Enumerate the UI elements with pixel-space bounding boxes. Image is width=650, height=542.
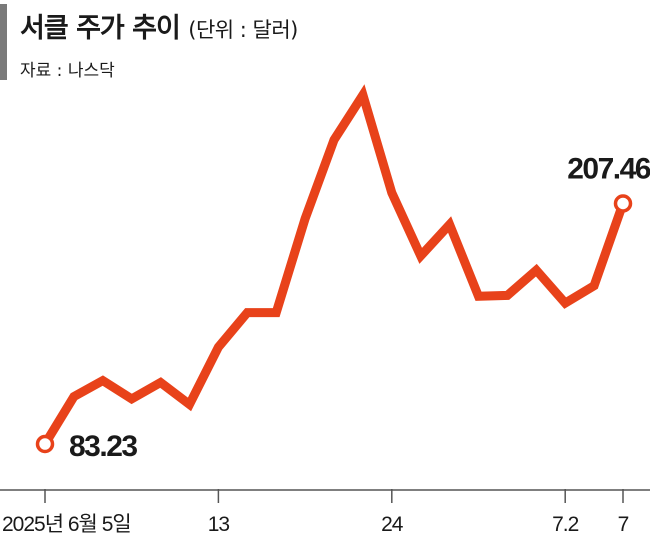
x-tick-label: 2025년 6월 5일: [2, 513, 131, 536]
series-line: [41, 84, 628, 447]
chart-title: 서클 주가 추이 (단위 : 달러): [20, 6, 298, 45]
endpoint-marker: [35, 434, 55, 454]
data-label: 207.46: [567, 152, 650, 185]
title-accent-bar: [0, 4, 7, 80]
x-tick-label: 24: [381, 513, 404, 536]
chart-source: 자료 : 나스닥: [20, 61, 115, 81]
chart-title-text: 서클 주가 추이: [20, 13, 181, 44]
endpoint-marker: [613, 194, 633, 213]
chart-unit: (단위 : 달러): [188, 18, 298, 42]
data-label: 83.23: [69, 430, 137, 463]
x-tick-label: 7: [618, 513, 629, 536]
x-tick-label: 13: [208, 513, 230, 536]
x-tick-label: 7.2: [552, 513, 579, 536]
